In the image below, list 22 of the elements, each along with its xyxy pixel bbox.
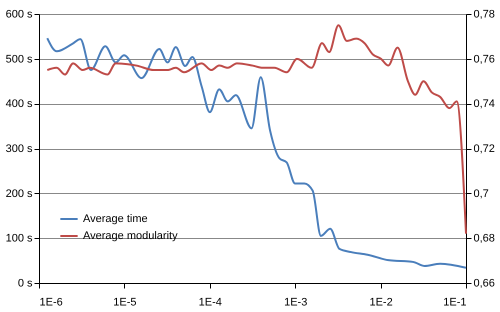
y-tick-label: 200 s: [6, 188, 33, 200]
y-tick-label: 600 s: [6, 8, 33, 20]
legend-label: Average modularity: [83, 230, 178, 242]
x-tick-label: 1E-3: [284, 296, 308, 308]
y-tick-label: 500 s: [6, 53, 33, 66]
y2-tick-label: 0,76: [474, 53, 495, 66]
x-tick-label: 1E-4: [198, 296, 222, 308]
x-tick-label: 1E-6: [40, 296, 63, 308]
legend-label: Average time: [83, 213, 148, 225]
y2-tick-label: 0,68: [474, 232, 495, 245]
y-tick-label: 300 s: [6, 143, 33, 155]
y2-tick-label: 0,66: [474, 278, 495, 290]
x-tick-label: 1E-2: [369, 296, 393, 308]
y2-tick-label: 0,78: [474, 8, 495, 20]
x-tick-label: 1E-1: [443, 296, 466, 308]
y-tick-label: 100 s: [6, 232, 33, 245]
y2-tick-label: 0,72: [474, 143, 495, 155]
y-tick-label: 0 s: [18, 278, 33, 290]
y2-tick-label: 0,74: [474, 98, 495, 110]
y-tick-label: 400 s: [6, 98, 33, 110]
y2-tick-label: 0,7: [474, 188, 489, 200]
x-tick-label: 1E-5: [113, 296, 137, 308]
